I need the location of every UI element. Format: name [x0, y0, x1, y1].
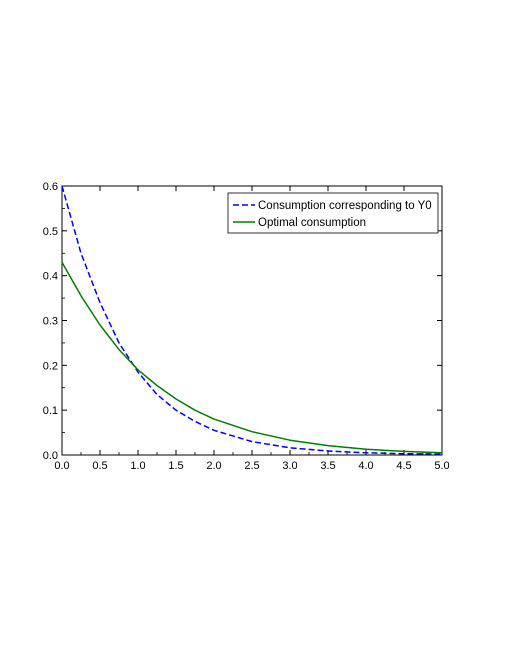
legend: Consumption corresponding to Y0 Optimal …: [227, 192, 439, 234]
x-tick-label: 3.5: [320, 460, 335, 472]
series-layer: [61, 185, 443, 455]
axes: 0.0 0.5 1.0 1.5 2.0 2.5 3.0 3.5 4.0 4.5 5.0 0.0 0.1 0…: [43, 181, 450, 472]
x-tick-label: 1.5: [168, 460, 183, 472]
series-line-0: [61, 185, 443, 455]
series-line-1: [61, 261, 443, 454]
x-tick-label: 4.0: [358, 460, 373, 472]
x-tick-label: 4.5: [396, 460, 411, 472]
x-tick-label: 5.0: [434, 460, 449, 472]
y-tick-label: 0.1: [43, 405, 58, 417]
legend-label-optimal-consumption: Optimal consumption: [258, 217, 366, 229]
x-tick-label: 0.5: [92, 460, 107, 472]
x-tick-label: 3.0: [282, 460, 297, 472]
legend-box: [227, 192, 439, 234]
y-tick-label: 0.4: [43, 271, 58, 283]
y-tick-label: 0.6: [43, 181, 58, 193]
x-tick-label: 2.0: [206, 460, 221, 472]
y-tick-label: 0.0: [43, 450, 58, 462]
x-tick-label: 1.0: [130, 460, 145, 472]
x-tick-label: 0.0: [54, 460, 69, 472]
y-tick-label: 0.5: [43, 226, 58, 238]
y-tick-label: 0.2: [43, 360, 58, 372]
x-tick-label: 2.5: [244, 460, 259, 472]
legend-label-consumption-y0: Consumption corresponding to Y0: [258, 200, 432, 212]
y-tick-label: 0.3: [43, 316, 58, 328]
